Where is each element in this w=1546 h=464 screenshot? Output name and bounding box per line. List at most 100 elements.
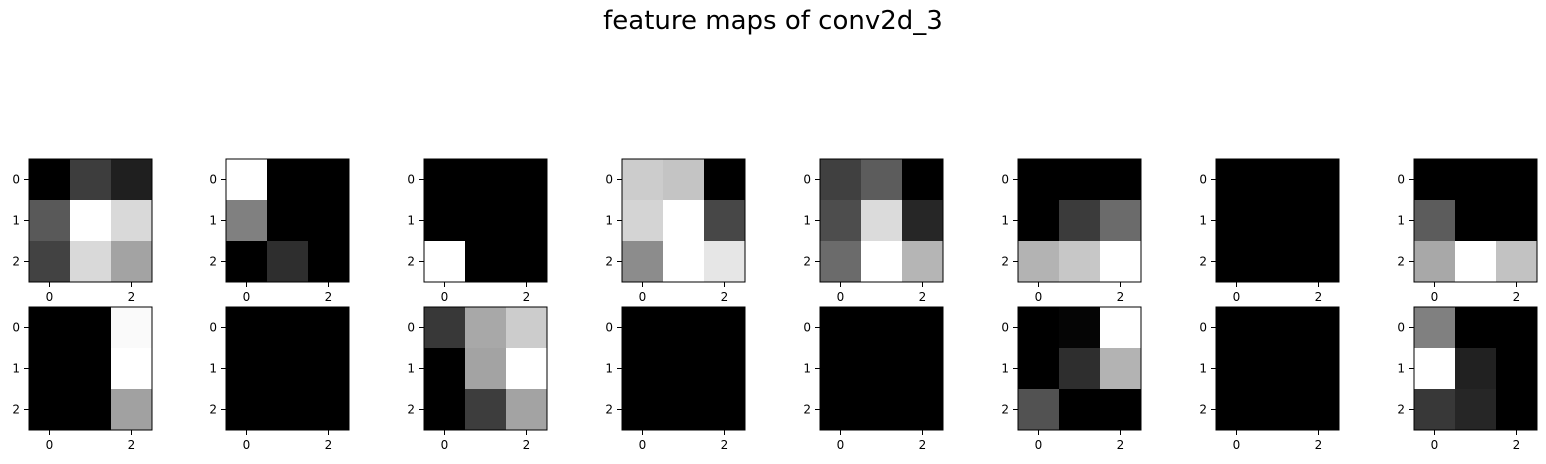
- y-tick-label: 0: [407, 173, 415, 187]
- map-cell: [861, 200, 903, 242]
- map-cell: [1496, 307, 1538, 349]
- map-cell: [1257, 200, 1299, 242]
- y-tick-label: 0: [1397, 321, 1405, 335]
- x-tick-label: 0: [1233, 438, 1241, 452]
- map-cell: [1455, 241, 1497, 283]
- x-tick-label: 0: [243, 290, 251, 304]
- map-cell: [424, 389, 466, 431]
- y-tick-label: 2: [1001, 255, 1009, 269]
- map-cell: [1257, 307, 1299, 349]
- map-cell: [861, 159, 903, 201]
- y-tick-label: 2: [1001, 403, 1009, 417]
- map-cell: [1496, 389, 1538, 431]
- feature-map-12: 0 2 0 1 2: [803, 306, 944, 452]
- map-cell: [622, 200, 664, 242]
- map-cell: [1216, 348, 1258, 390]
- map-cell: [1455, 348, 1497, 390]
- map-cell: [1216, 159, 1258, 201]
- x-tick-label: 2: [128, 290, 136, 304]
- y-tick-label: 0: [803, 321, 811, 335]
- feature-map-4: 0 2 0 1 2: [803, 158, 944, 304]
- x-tick-label: 0: [1233, 290, 1241, 304]
- map-cell: [1455, 389, 1497, 431]
- y-tick-label: 2: [407, 255, 415, 269]
- map-cell: [111, 241, 153, 283]
- map-cell: [267, 200, 309, 242]
- map-cell: [1496, 200, 1538, 242]
- map-cell: [308, 307, 350, 349]
- map-cell: [1018, 241, 1060, 283]
- x-tick-label: 0: [46, 438, 54, 452]
- y-tick-label: 0: [1199, 321, 1207, 335]
- y-tick-label: 0: [803, 173, 811, 187]
- y-tick-label: 0: [1001, 321, 1009, 335]
- y-tick-label: 1: [407, 362, 415, 376]
- map-cell: [1414, 159, 1456, 201]
- x-tick-label: 0: [1431, 290, 1439, 304]
- map-cell: [308, 389, 350, 431]
- map-cell: [70, 348, 112, 390]
- x-tick-label: 0: [441, 438, 449, 452]
- map-cell: [622, 389, 664, 431]
- feature-map-0: 0 2 0 1 2: [12, 158, 153, 304]
- map-cell: [861, 348, 903, 390]
- x-tick-label: 0: [1035, 290, 1043, 304]
- map-cell: [29, 200, 71, 242]
- map-cell: [1059, 159, 1101, 201]
- y-tick-label: 1: [12, 214, 20, 228]
- map-cell: [267, 159, 309, 201]
- x-tick-label: 2: [1513, 290, 1521, 304]
- map-cell: [1257, 348, 1299, 390]
- y-tick-label: 1: [12, 362, 20, 376]
- map-cell: [820, 241, 862, 283]
- map-cell: [820, 159, 862, 201]
- map-cell: [1216, 307, 1258, 349]
- y-tick-label: 1: [803, 362, 811, 376]
- y-tick-label: 1: [1397, 214, 1405, 228]
- map-cell: [1414, 200, 1456, 242]
- y-tick-label: 2: [1397, 255, 1405, 269]
- map-cell: [465, 389, 507, 431]
- map-cell: [1496, 159, 1538, 201]
- map-cell: [424, 348, 466, 390]
- map-cell: [111, 159, 153, 201]
- y-tick-label: 1: [209, 362, 217, 376]
- map-cell: [1100, 389, 1142, 431]
- map-cell: [704, 307, 746, 349]
- map-cell: [308, 241, 350, 283]
- map-cell: [1100, 241, 1142, 283]
- map-cell: [111, 200, 153, 242]
- map-cell: [902, 200, 944, 242]
- map-cell: [1455, 200, 1497, 242]
- map-cell: [1018, 307, 1060, 349]
- y-tick-label: 2: [1199, 255, 1207, 269]
- map-cell: [704, 200, 746, 242]
- map-cell: [506, 389, 548, 431]
- map-cell: [506, 348, 548, 390]
- map-cell: [663, 348, 705, 390]
- map-cell: [820, 348, 862, 390]
- x-tick-label: 2: [523, 290, 531, 304]
- map-cell: [704, 241, 746, 283]
- map-cell: [29, 389, 71, 431]
- map-cell: [902, 159, 944, 201]
- map-cell: [424, 200, 466, 242]
- map-cell: [1298, 389, 1340, 431]
- map-cell: [622, 241, 664, 283]
- y-tick-label: 0: [12, 173, 20, 187]
- map-cell: [424, 159, 466, 201]
- map-cell: [1414, 307, 1456, 349]
- feature-map-15: 0 2 0 1 2: [1397, 306, 1538, 452]
- map-cell: [1257, 389, 1299, 431]
- map-cell: [465, 307, 507, 349]
- map-cell: [1059, 241, 1101, 283]
- map-cell: [1496, 241, 1538, 283]
- x-tick-label: 0: [1035, 438, 1043, 452]
- map-cell: [70, 307, 112, 349]
- map-cell: [267, 348, 309, 390]
- map-cell: [226, 307, 268, 349]
- feature-map-3: 0 2 0 1 2: [605, 158, 746, 304]
- y-tick-label: 2: [605, 255, 613, 269]
- map-cell: [29, 348, 71, 390]
- y-tick-label: 0: [1199, 173, 1207, 187]
